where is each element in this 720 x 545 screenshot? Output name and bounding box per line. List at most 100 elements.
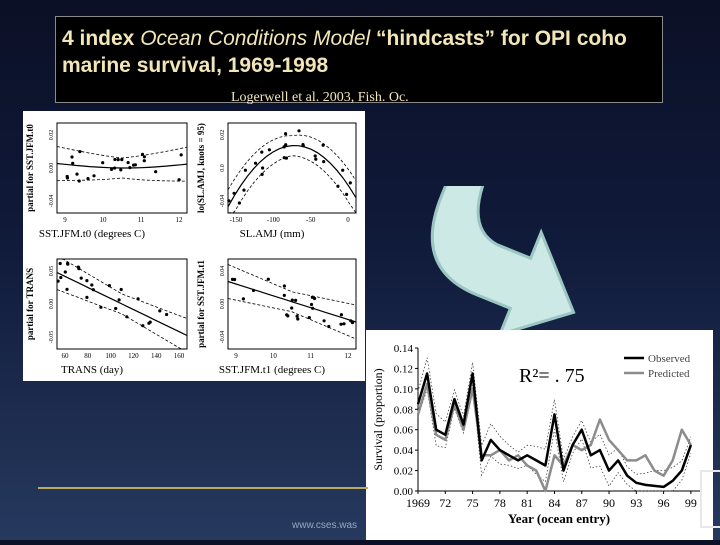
scatter-point <box>114 306 118 311</box>
x-tick-label: 10 <box>100 216 108 224</box>
scatter-point <box>282 145 286 149</box>
scatter-point <box>179 153 183 157</box>
x-axis-label: SST.JFM.t1 (degrees C) <box>219 364 325 376</box>
x-tick-label: 87 <box>576 496 588 510</box>
x-tick-label: 11 <box>138 216 145 224</box>
scatter-point <box>65 287 69 291</box>
scatter-point <box>301 144 305 148</box>
x-tick-label: 81 <box>521 496 533 510</box>
y-axis-label: partial for SST.JFM.t1 <box>196 260 206 348</box>
y-tick-label: -0.05 <box>49 331 55 344</box>
y-tick-label: 0.02 <box>49 130 55 141</box>
scatter-point <box>63 270 67 274</box>
scatter-point <box>58 261 62 266</box>
envelope-upper <box>417 357 692 475</box>
scatter-point <box>66 262 70 266</box>
scatter-point <box>117 298 121 302</box>
x-tick-label: 72 <box>439 496 451 510</box>
scatter-point <box>341 168 345 172</box>
title-tail: “hindcasts” for OPI coho marine survival… <box>62 27 627 77</box>
title-box: 4 index Ocean Conditions Model “hindcast… <box>55 16 663 105</box>
x-axis-label: TRANS (day) <box>61 364 123 376</box>
scatter-point <box>294 298 298 302</box>
x-tick-label: 0 <box>346 216 350 224</box>
scatter-point <box>243 168 247 172</box>
frame-edge <box>700 470 720 528</box>
confidence-band-lower <box>56 289 188 350</box>
envelope-lower <box>417 384 692 492</box>
confidence-band-lower <box>227 155 357 214</box>
y-tick-label: 0.04 <box>394 445 414 457</box>
scatter-point <box>345 192 349 196</box>
x-tick-label: 10 <box>270 352 278 360</box>
scatter-point <box>286 314 290 318</box>
scatter-point <box>284 143 288 147</box>
scatter-point <box>296 317 300 321</box>
scatter-point <box>230 277 235 281</box>
x-tick-label: 120 <box>128 352 139 360</box>
scatter-point <box>322 160 326 164</box>
y-axis-label: partial for TRANS <box>25 268 35 340</box>
x-axis-label: Year (ocean entry) <box>508 511 610 526</box>
x-tick-label: 96 <box>658 496 670 510</box>
x-axis-label: SL.AMJ (mm) <box>240 228 305 240</box>
x-tick-label: 9 <box>234 352 238 360</box>
x-tick-label: 9 <box>63 216 67 224</box>
scatter-point <box>99 305 103 309</box>
y-tick-label: 0.04 <box>220 266 226 277</box>
scatter-point <box>128 166 132 170</box>
y-tick-label: 0.00 <box>49 299 55 310</box>
y-tick-label: 0.02 <box>220 130 226 141</box>
y-axis-label: partial for SST.JFM.t0 <box>25 124 35 212</box>
y-axis-label: Survival (proportion) <box>371 368 385 470</box>
scatter-point <box>92 174 96 178</box>
series-line-predicted <box>416 382 692 493</box>
y-tick-label: 0.05 <box>49 266 55 277</box>
partial-plot-frame <box>56 122 188 214</box>
scatter-point <box>119 287 123 292</box>
scatter-point <box>336 184 340 188</box>
scatter-point <box>113 157 117 162</box>
scatter-point <box>113 166 117 170</box>
partial-plot-frame <box>227 258 357 350</box>
footer-line <box>38 487 368 489</box>
scatter-point <box>86 177 90 181</box>
y-tick-label: 0.06 <box>394 425 414 437</box>
y-tick-label: -0.04 <box>220 331 226 344</box>
scatter-point <box>227 199 231 203</box>
scatter-point <box>70 155 74 159</box>
confidence-band-lower <box>227 298 357 340</box>
scatter-point <box>311 306 315 310</box>
scatter-point <box>313 154 317 158</box>
y-tick-label: 0.10 <box>394 384 414 396</box>
scatter-point <box>321 143 325 147</box>
confidence-band-lower <box>57 177 187 182</box>
x-axis-label: SST.JFM.t0 (degrees C) <box>39 228 145 240</box>
scatter-point <box>85 279 89 283</box>
scatter-point <box>260 150 264 154</box>
y-tick-label: 0.02 <box>394 466 413 478</box>
scatter-point <box>133 163 137 167</box>
x-tick-label: 90 <box>603 496 615 510</box>
series-line-observed <box>416 372 693 489</box>
y-tick-label: -0.04 <box>220 195 226 208</box>
scatter-point <box>59 275 63 280</box>
scatter-point <box>284 132 288 136</box>
scatter-point <box>266 277 270 281</box>
x-tick-label: 93 <box>630 496 642 510</box>
footer-url: www.cses.was <box>292 520 358 531</box>
scatter-point <box>261 166 265 170</box>
scatter-point <box>267 148 271 152</box>
y-tick-label: 0.00 <box>394 486 414 498</box>
x-tick-label: -50 <box>306 216 316 224</box>
x-tick-label: 80 <box>84 352 92 360</box>
partial-plot-4: 9 10 11 12 -0.04 0.00 0.04 SST.JFM.t1 (degrees … <box>196 258 357 376</box>
curved-arrow-down-icon <box>430 186 576 336</box>
partial-plot-frame <box>56 258 188 350</box>
scatter-point <box>101 161 105 165</box>
x-tick-label: 160 <box>174 352 185 360</box>
x-tick-label: 78 <box>494 496 506 510</box>
scatter-point <box>109 167 114 171</box>
scatter-point <box>290 298 294 302</box>
